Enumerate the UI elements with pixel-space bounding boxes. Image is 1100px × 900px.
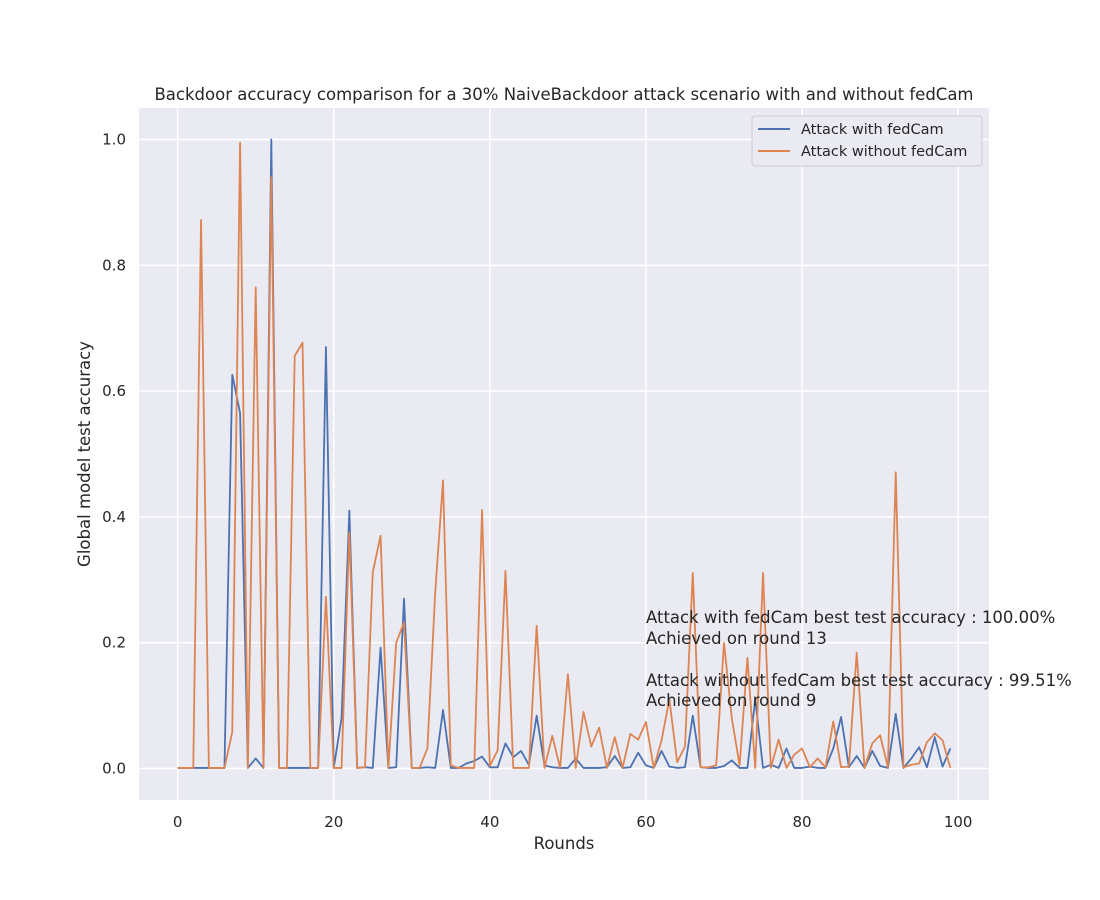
legend-box: [751, 115, 983, 167]
grid-lines: [139, 108, 989, 800]
y-tick-label: 0.6: [102, 382, 126, 400]
annotation-fedcam-best: Attack with fedCam best test accuracy : …: [646, 608, 1055, 627]
plot-area: [139, 108, 989, 800]
series-line-attack-without-fedcam: [177, 141, 952, 769]
legend-label-attack-without-fedcam: Attack without fedCam: [801, 144, 967, 160]
y-tick-labels: 0.0 0.2 0.4 0.6 0.8 1.0: [102, 130, 126, 777]
y-tick-label: 0.8: [102, 256, 126, 274]
y-tick-label: 0.4: [102, 508, 126, 526]
series-lines: [177, 138, 952, 769]
x-axis-label: Rounds: [534, 834, 595, 853]
y-tick-label: 1.0: [102, 130, 126, 148]
x-tick-label: 0: [173, 813, 183, 831]
annotation-nofedcam-round: Achieved on round 9: [646, 691, 816, 710]
legend-label-attack-with-fedcam: Attack with fedCam: [801, 122, 944, 138]
annotation-nofedcam-best: Attack without fedCam best test accuracy…: [646, 671, 1072, 690]
legend: Attack with fedCam Attack without fedCam: [751, 115, 983, 167]
x-tick-label: 100: [944, 813, 973, 831]
y-tick-label: 0.2: [102, 634, 126, 652]
annotation-text: Attack with fedCam best test accuracy : …: [646, 608, 1072, 710]
x-tick-label: 80: [793, 813, 812, 831]
y-axis-label: Global model test accuracy: [75, 341, 94, 567]
x-tick-label: 40: [480, 813, 499, 831]
annotation-fedcam-round: Achieved on round 13: [646, 629, 827, 648]
x-tick-label: 20: [324, 813, 343, 831]
y-tick-label: 0.0: [102, 760, 126, 778]
x-tick-label: 60: [636, 813, 655, 831]
chart-title: Backdoor accuracy comparison for a 30% N…: [154, 85, 973, 104]
x-tick-labels: 0 20 40 60 80 100: [173, 813, 973, 831]
series-line-attack-with-fedcam: [177, 138, 952, 769]
